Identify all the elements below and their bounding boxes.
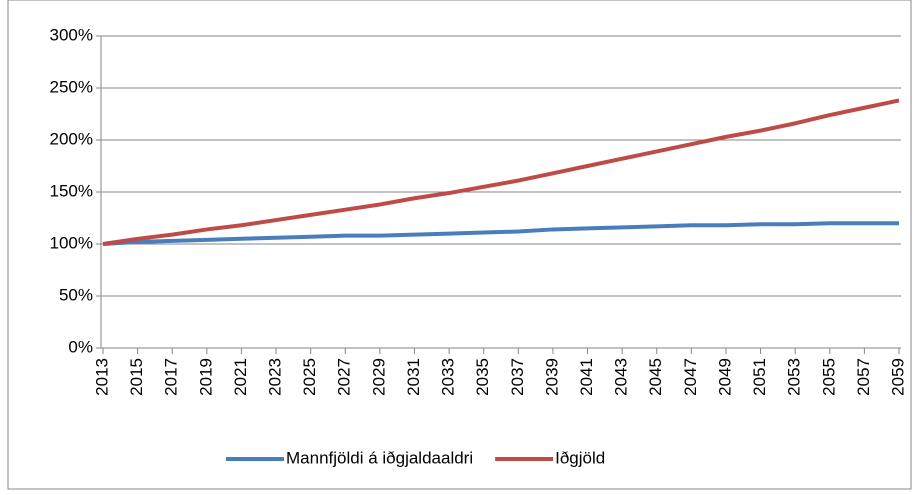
x-tick-label: 2035 [473,358,492,396]
x-tick-label: 2027 [335,358,354,396]
x-tick-label: 2023 [266,358,285,396]
x-tick-label: 2031 [404,358,423,396]
legend-label: Iðgjöld [555,448,605,467]
x-tick-label: 2015 [127,358,146,396]
x-tick-label: 2059 [888,358,907,396]
x-tick-label: 2049 [715,358,734,396]
line-series [102,221,899,246]
y-tick-label: 250% [50,77,93,96]
x-tick-label: 2055 [819,358,838,396]
x-tick-label: 2039 [542,358,561,396]
y-tick-label: 150% [50,181,93,200]
line-series [102,98,900,246]
x-tick-label: 2057 [854,358,873,396]
y-tick-label: 0% [68,337,93,356]
x-tick-label: 2029 [369,358,388,396]
y-tick-label: 50% [59,285,93,304]
x-tick-label: 2047 [681,358,700,396]
x-tick-label: 2013 [92,358,111,396]
x-tick-label: 2043 [612,358,631,396]
x-tick-label: 2025 [300,358,319,396]
x-tick-label: 2021 [231,358,250,396]
x-tick-label: 2053 [785,358,804,396]
x-tick-label: 2045 [646,358,665,396]
x-tick-label: 2051 [750,358,769,396]
y-tick-label: 100% [50,233,93,252]
x-tick-label: 2037 [508,358,527,396]
y-tick-label: 200% [50,129,93,148]
legend-label: Mannfjöldi á iðgjaldaaldri [286,448,473,467]
x-tick-label: 2041 [577,358,596,396]
x-tick-label: 2017 [162,358,181,396]
x-tick-label: 2033 [439,358,458,396]
x-tick-label: 2019 [196,358,215,396]
y-tick-label: 300% [50,25,93,44]
